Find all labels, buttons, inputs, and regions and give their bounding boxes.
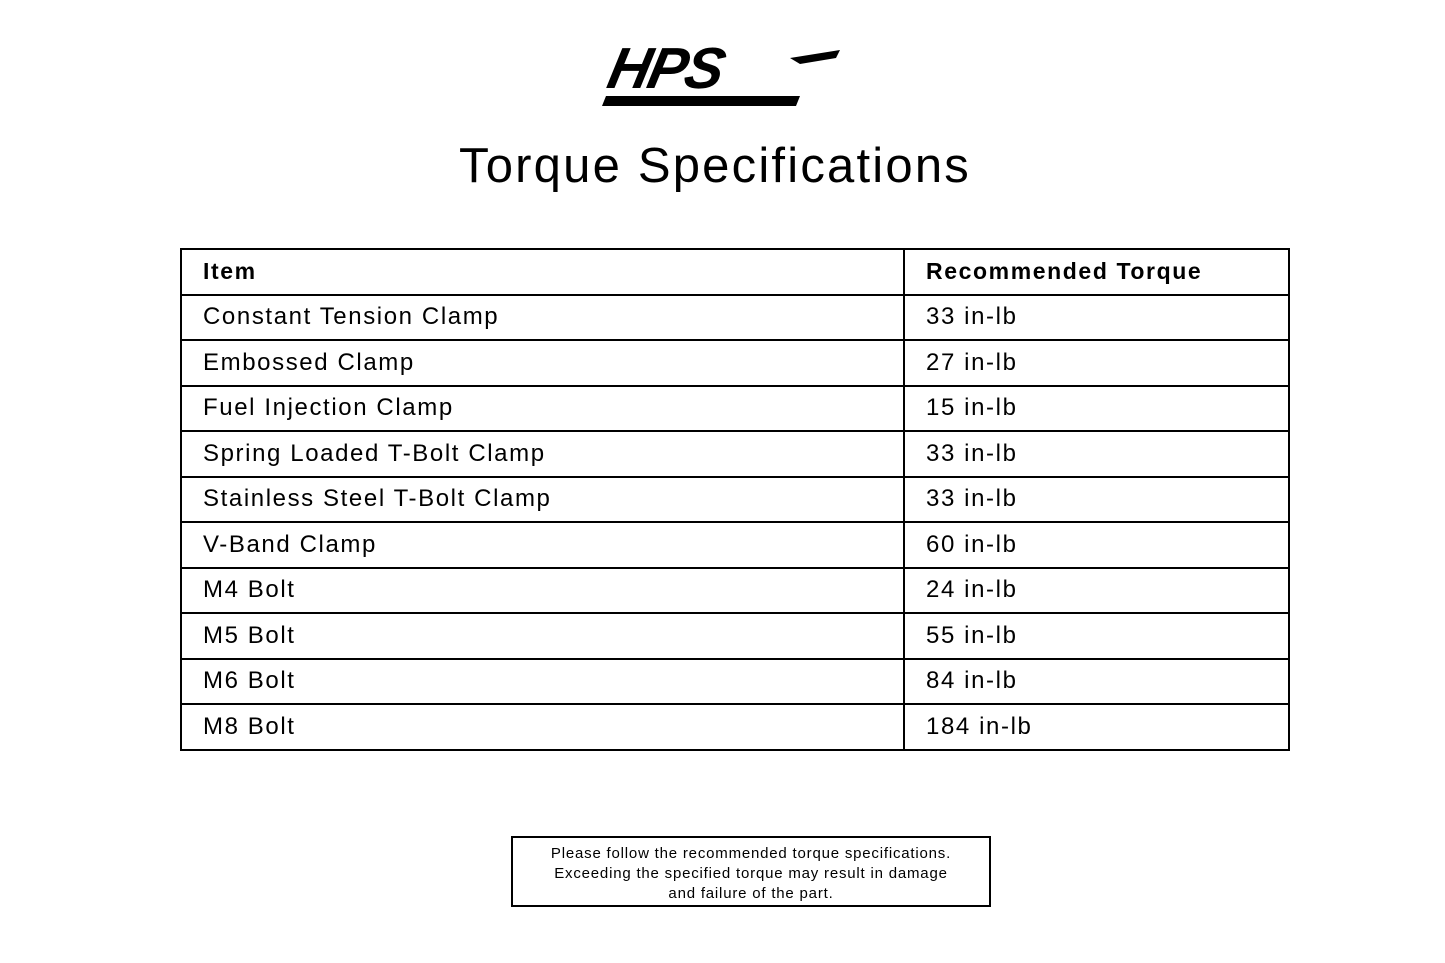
note-line: Please follow the recommended torque spe… [550, 845, 952, 862]
torque-cell: 24 in-lb [903, 566, 1290, 614]
torque-cell: 33 in-lb [903, 430, 1290, 478]
item-cell: Spring Loaded T-Bolt Clamp [180, 430, 905, 478]
page-title: Torque Specifications [459, 139, 971, 193]
table-row: M8 Bolt 184 in-lb [180, 703, 1290, 751]
item-cell: M6 Bolt [180, 657, 905, 705]
column-header-torque: Recommended Torque [903, 248, 1290, 296]
table-row: Embossed Clamp 27 in-lb [180, 339, 1290, 387]
hps-logo: HPS [602, 46, 840, 106]
item-cell: Constant Tension Clamp [180, 293, 905, 341]
table-row: Constant Tension Clamp 33 in-lb [180, 293, 1290, 341]
torque-cell: 27 in-lb [903, 339, 1290, 387]
table-row: Stainless Steel T-Bolt Clamp 33 in-lb [180, 475, 1290, 523]
torque-cell: 33 in-lb [903, 293, 1290, 341]
warning-note: Please follow the recommended torque spe… [511, 836, 991, 907]
item-cell: Fuel Injection Clamp [180, 384, 905, 432]
table-row: M5 Bolt 55 in-lb [180, 612, 1290, 660]
torque-cell: 184 in-lb [903, 703, 1290, 751]
column-header-item: Item [180, 248, 905, 296]
torque-cell: 60 in-lb [903, 521, 1290, 569]
item-cell: V-Band Clamp [180, 521, 905, 569]
logo-text: HPS [602, 46, 731, 101]
item-cell: M5 Bolt [180, 612, 905, 660]
item-cell: Embossed Clamp [180, 339, 905, 387]
table-row: Spring Loaded T-Bolt Clamp 33 in-lb [180, 430, 1290, 478]
note-line: and failure of the part. [668, 885, 834, 902]
torque-table: Item Recommended Torque Constant Tension… [180, 248, 1290, 751]
torque-cell: 15 in-lb [903, 384, 1290, 432]
item-cell: M4 Bolt [180, 566, 905, 614]
table-row: M4 Bolt 24 in-lb [180, 566, 1290, 614]
torque-cell: 55 in-lb [903, 612, 1290, 660]
item-cell: Stainless Steel T-Bolt Clamp [180, 475, 905, 523]
table-row: V-Band Clamp 60 in-lb [180, 521, 1290, 569]
table-row: Fuel Injection Clamp 15 in-lb [180, 384, 1290, 432]
torque-cell: 33 in-lb [903, 475, 1290, 523]
table-row: M6 Bolt 84 in-lb [180, 657, 1290, 705]
torque-cell: 84 in-lb [903, 657, 1290, 705]
item-cell: M8 Bolt [180, 703, 905, 751]
table-header-row: Item Recommended Torque [180, 248, 1290, 296]
note-line: Exceeding the specified torque may resul… [554, 865, 948, 882]
